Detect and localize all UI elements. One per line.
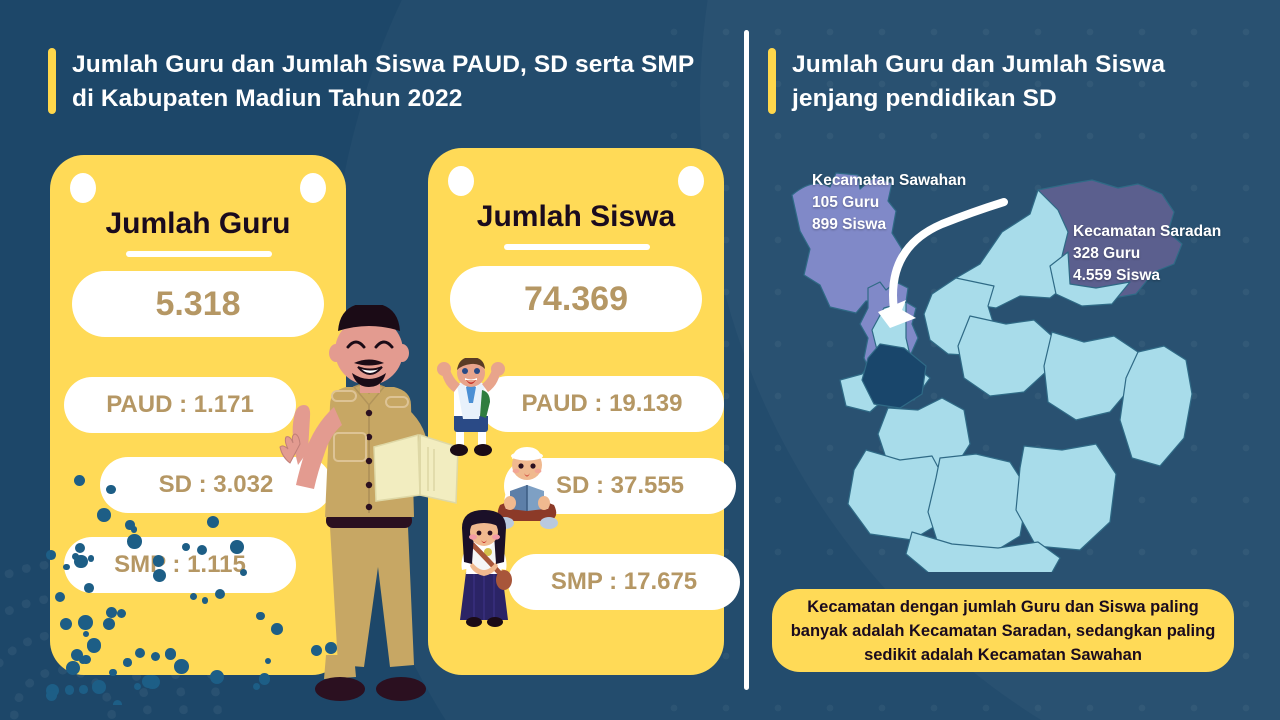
- callout-arrow-head-icon: [878, 300, 916, 328]
- student-boy-cheering-illustration: [437, 358, 505, 456]
- map-region-south-east: [1015, 443, 1117, 551]
- map-region-north: [955, 189, 1069, 309]
- card-guru-heading: Jumlah Guru: [105, 207, 291, 240]
- map-region-east: [1119, 345, 1193, 467]
- student-girl-illustration: [460, 510, 512, 627]
- callout-saradan-students: 4.559 Siswa: [1073, 267, 1161, 284]
- callout-sawahan-name: Kecamatan Sawahan: [812, 172, 967, 189]
- stat-card-guru: Jumlah Guru 5.318 PAUD : 1.171 SD : 3.03…: [50, 155, 346, 675]
- punch-hole-left-icon: [70, 173, 96, 203]
- map-callout-saradan: Kecamatan Saradan 328 Guru 4.559 Siswa: [1073, 221, 1221, 287]
- callout-sawahan-teachers: 105 Guru: [812, 194, 880, 211]
- confetti-dots-decor: [46, 455, 346, 705]
- right-title-text: Jumlah Guru dan Jumlah Siswa jenjang pen…: [792, 51, 1166, 112]
- card-siswa-item-paud: PAUD : 19.139: [480, 376, 724, 432]
- punch-hole-left-icon: [448, 166, 474, 196]
- teacher-illustration: [279, 305, 459, 701]
- student-boy-reading-illustration: [496, 447, 558, 529]
- right-panel-title: Jumlah Guru dan Jumlah Siswa jenjang pen…: [768, 48, 1238, 116]
- madiun-regency-map: [791, 172, 1193, 572]
- left-title-text: Jumlah Guru dan Jumlah Siswa PAUD, SD se…: [72, 51, 694, 112]
- card-siswa-total: 74.369: [450, 266, 702, 332]
- punch-hole-right-icon: [300, 173, 326, 203]
- map-callout-sawahan: Kecamatan Sawahan 105 Guru 899 Siswa: [812, 170, 966, 236]
- callout-sawahan-students: 899 Siswa: [812, 216, 887, 233]
- map-region-southwest: [847, 449, 947, 541]
- map-region-center: [957, 315, 1053, 397]
- left-panel-title: Jumlah Guru dan Jumlah Siswa PAUD, SD se…: [48, 48, 708, 116]
- map-region-far-south: [905, 531, 1061, 572]
- callout-saradan-teachers: 328 Guru: [1073, 245, 1141, 262]
- map-region-dark-inland: [861, 343, 927, 409]
- map-region-center-right: [1043, 331, 1139, 421]
- card-guru-item-sd: SD : 3.032: [100, 457, 332, 513]
- punch-hole-right-icon: [678, 166, 704, 196]
- card-guru-underline: [126, 251, 272, 257]
- title-accent-bar: [768, 48, 776, 114]
- card-siswa-heading: Jumlah Siswa: [476, 200, 676, 233]
- card-guru-item-paud: PAUD : 1.171: [64, 377, 296, 433]
- vertical-divider: [744, 30, 749, 690]
- card-guru-total: 5.318: [72, 271, 324, 337]
- map-region-sawahan-inset: [791, 172, 903, 314]
- map-caption: Kecamatan dengan jumlah Guru dan Siswa p…: [772, 589, 1234, 672]
- callout-saradan-name: Kecamatan Saradan: [1073, 223, 1222, 240]
- map-region-northeast: [1049, 251, 1131, 307]
- callout-arrow-icon: [889, 198, 1008, 314]
- title-accent-bar: [48, 48, 56, 114]
- card-guru-item-smp: SMP : 1.115: [64, 537, 296, 593]
- card-siswa-underline: [504, 244, 650, 250]
- card-siswa-item-smp: SMP : 17.675: [508, 554, 740, 610]
